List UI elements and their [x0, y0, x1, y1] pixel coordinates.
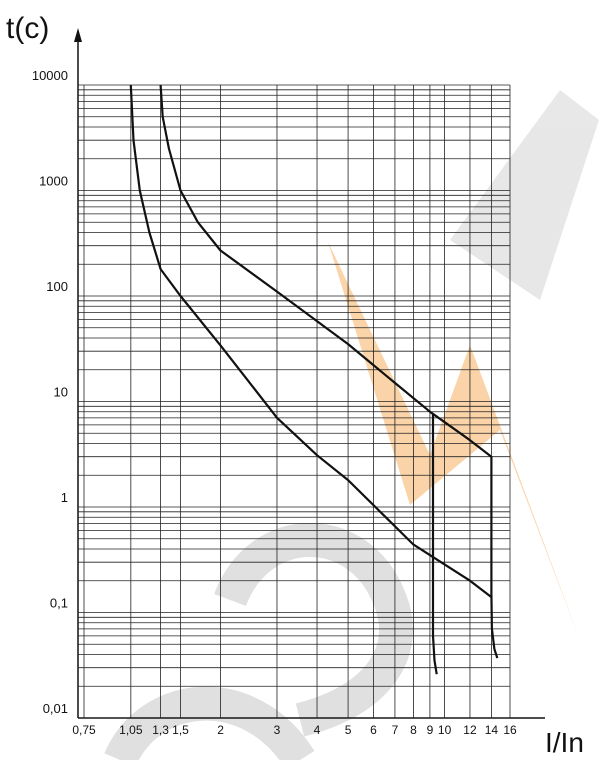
y-tick-label: 1000: [39, 174, 68, 189]
x-tick-label: 2: [217, 723, 224, 737]
x-axis-label: I/In: [545, 727, 584, 758]
watermark-arc: [230, 540, 396, 720]
x-tick-label: 9: [427, 723, 434, 737]
x-tick-label: 5: [345, 723, 352, 737]
y-tick-label: 100: [46, 279, 68, 294]
x-tick-label: 3: [274, 723, 281, 737]
x-tick-label: 0,75: [72, 723, 96, 737]
chart: t(c) I/In 0,01 0,1 1 10 100 1000 10000 0,75 1,05…: [0, 0, 599, 760]
y-axis-arrow: [74, 28, 82, 42]
x-tick-label: 4: [314, 723, 321, 737]
x-tick-label: 16: [503, 723, 517, 737]
curve: [131, 85, 492, 597]
x-tick-label: 7: [392, 723, 399, 737]
x-tick-label: 10: [438, 723, 452, 737]
y-tick-label: 10: [54, 385, 68, 400]
x-tick-label: 12: [463, 723, 477, 737]
y-tick-label: 0,1: [50, 596, 68, 611]
y-tick-label: 0,01: [43, 701, 68, 716]
curve: [161, 85, 498, 658]
x-tick-label: 14: [485, 723, 499, 737]
x-tick-label: 1,05: [119, 723, 143, 737]
x-tick-label: 1,3: [152, 723, 169, 737]
y-tick-label: 10000: [32, 68, 68, 83]
y-tick-label: 1: [61, 490, 68, 505]
x-tick-label: 6: [370, 723, 377, 737]
x-tick-label: 1,5: [172, 723, 189, 737]
x-tick-label: 8: [410, 723, 417, 737]
y-axis-label: t(c): [6, 12, 49, 45]
